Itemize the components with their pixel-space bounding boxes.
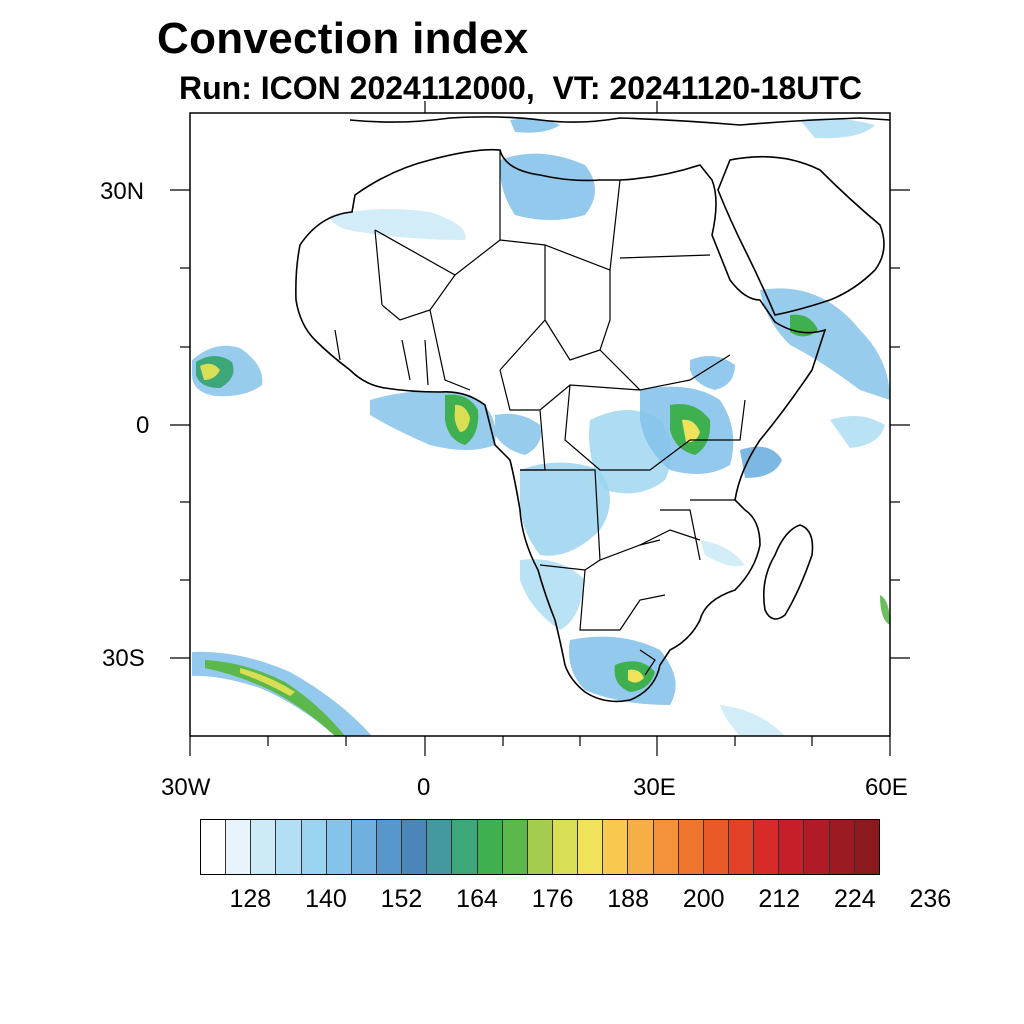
color-legend-box <box>326 820 352 874</box>
color-legend-box <box>854 820 879 874</box>
color-legend-box <box>527 820 553 874</box>
map-subtitle: Run: ICON 2024112000, VT: 20241120-18UTC <box>179 70 863 106</box>
color-legend-box <box>653 820 679 874</box>
color-legend-label: 152 <box>380 885 423 913</box>
country-borders <box>334 150 746 676</box>
convection-area <box>880 595 890 625</box>
color-legend-label: 164 <box>456 885 498 913</box>
convection-field <box>192 118 890 736</box>
convection-area <box>720 705 785 736</box>
color-legend-box <box>251 820 277 874</box>
color-legend-box <box>226 820 252 874</box>
convection-area <box>740 446 782 478</box>
convection-core <box>240 668 295 696</box>
color-legend-box <box>703 820 729 874</box>
color-legend-label: 224 <box>833 885 876 913</box>
convection-area <box>495 413 541 455</box>
convection-area <box>700 540 745 567</box>
convection-area <box>690 356 735 390</box>
color-legend-box <box>578 820 604 874</box>
lat-label-30s: 30S <box>102 645 145 672</box>
color-legend-label: 236 <box>909 885 952 913</box>
convection-core <box>454 404 470 432</box>
lon-label-0: 0 <box>417 774 431 801</box>
axis-ticks <box>170 101 910 756</box>
europe-coastline <box>349 116 890 126</box>
convection-area <box>520 462 610 556</box>
arabia-coastline <box>717 155 885 316</box>
coastlines <box>295 116 890 703</box>
color-legend-box <box>201 820 227 874</box>
convection-core <box>205 660 345 736</box>
color-legend-box <box>301 820 327 874</box>
color-legend-box <box>477 820 503 874</box>
color-legend-box <box>628 820 654 874</box>
color-legend-box <box>779 820 805 874</box>
color-legend-box <box>754 820 780 874</box>
color-legend-box <box>452 820 478 874</box>
map-title: Convection index <box>157 14 529 63</box>
color-legend-label: 128 <box>229 885 272 913</box>
convection-area <box>800 118 875 139</box>
convection-core <box>628 669 644 683</box>
color-legend-box <box>351 820 377 874</box>
lon-label-30e: 30E <box>633 774 676 801</box>
color-legend-box <box>502 820 528 874</box>
africa-coastline <box>295 148 827 703</box>
lon-label-60e: 60E <box>865 774 908 801</box>
convection-core <box>682 419 700 443</box>
color-legend-box <box>552 820 579 874</box>
color-legend-label: 212 <box>758 885 801 913</box>
color-legend-box <box>678 820 704 874</box>
color-legend-box <box>804 820 830 874</box>
color-legend-label: 176 <box>531 885 574 913</box>
madagascar-coastline <box>762 524 814 620</box>
lat-label-0: 0 <box>136 412 150 439</box>
convection-area <box>830 416 885 448</box>
convection-area <box>330 209 466 240</box>
color-legend-label: 140 <box>305 885 347 913</box>
color-legend-label: 200 <box>682 885 725 913</box>
convection-area <box>510 118 560 133</box>
lat-label-30n: 30N <box>100 178 145 205</box>
lon-label-30w: 30W <box>161 774 211 801</box>
convection-area <box>760 288 890 400</box>
color-legend-labels: 128 140 152 164 176 188 200 212 224 236 <box>0 885 1024 919</box>
color-legend-box <box>376 820 403 874</box>
convection-core <box>200 363 220 380</box>
color-legend-box <box>402 820 428 874</box>
color-legend-box <box>276 820 302 874</box>
color-legend-label: 188 <box>607 885 649 913</box>
color-legend-box <box>829 820 855 874</box>
color-legend-box <box>603 820 629 874</box>
convection-area <box>520 559 585 630</box>
color-legend-box <box>427 820 453 874</box>
convection-area <box>499 153 595 220</box>
color-legend-box <box>728 820 755 874</box>
color-legend <box>200 819 880 875</box>
